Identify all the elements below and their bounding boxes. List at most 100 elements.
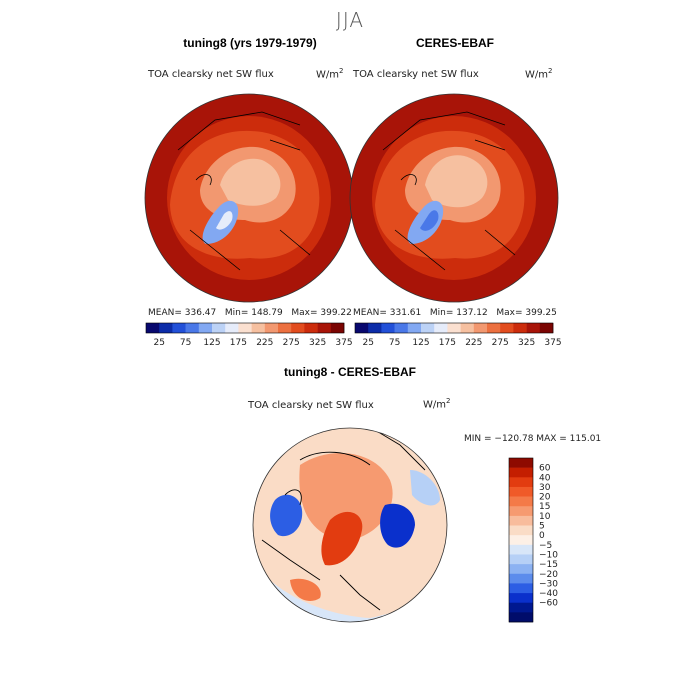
colorbar-diff-swatch (509, 593, 533, 604)
colorbar-obs-swatch (539, 323, 554, 333)
map-diff-region-east-cool (410, 470, 440, 506)
colorbar-obs-tick-label: 175 (439, 338, 456, 348)
colorbar-obs: 25 75 125 175 225 275 325 375 (354, 322, 562, 348)
map-model-region-icecap (220, 158, 281, 206)
colorbar-obs-swatch (500, 323, 514, 333)
stats-model: MEAN= 336.47 Min= 148.79 Max= 399.22 (148, 308, 352, 318)
panel-units-obs: W/m2 (525, 67, 553, 81)
colorbar-diff-swatch (509, 486, 533, 497)
colorbar-obs-tick-label: 75 (389, 338, 400, 348)
diff-panel-variable: TOA clearsky net SW flux (248, 400, 374, 411)
colorbar-obs-tick-label: 325 (518, 338, 535, 348)
colorbar-diff-tick-label: −40 (539, 589, 558, 599)
colorbar-obs-swatch (460, 323, 475, 333)
colorbar-diff-tick-label: −20 (539, 570, 558, 580)
colorbar-model-swatch (278, 323, 292, 333)
colorbar-diff-swatch (509, 544, 533, 555)
map-obs-coastlines (382, 111, 516, 271)
colorbar-obs-swatch (381, 323, 395, 333)
colorbar-model-tick-label: 375 (335, 338, 352, 348)
colorbar-model-swatch (225, 323, 239, 333)
stats-obs: MEAN= 331.61 Min= 137.12 Max= 399.25 (353, 308, 557, 318)
colorbar-obs-swatch (407, 323, 422, 333)
colorbar-obs-swatch (526, 323, 541, 333)
colorbar-obs-tick-label: 25 (362, 338, 373, 348)
colorbar-model-swatch (251, 323, 266, 333)
colorbar-diff-tick-label: 20 (539, 493, 551, 503)
colorbar-obs-swatch (447, 323, 461, 333)
colorbar-diff-tick-label: −5 (539, 541, 552, 551)
colorbar-model-swatch (198, 323, 213, 333)
panel-variable-model: TOA clearsky net SW flux (148, 69, 274, 80)
colorbar-diff-swatch (509, 525, 533, 536)
colorbar-obs-tick-label: 125 (412, 338, 429, 348)
colorbar-diff-swatch (509, 612, 533, 623)
colorbar-diff-swatch (509, 535, 533, 546)
colorbar-obs-swatch (473, 323, 488, 333)
colorbar-diff-swatch (509, 467, 533, 478)
diff-panel-title: tuning8 - CERES-EBAF (284, 365, 416, 379)
panel-variable-obs: TOA clearsky net SW flux (353, 69, 479, 80)
colorbar-model-tick-label: 275 (283, 338, 300, 348)
colorbar-diff-tick-label: 40 (539, 473, 551, 483)
colorbar-model-tick-label: 75 (180, 338, 191, 348)
colorbar-diff-tick-label: −15 (539, 560, 558, 570)
panel-title-model: tuning8 (yrs 1979-1979) (183, 36, 317, 50)
diff-panel-units: W/m2 (423, 397, 451, 411)
colorbar-diff-tick-label: −30 (539, 579, 558, 589)
colorbar-obs-tick-label: 275 (492, 338, 509, 348)
colorbar-model-swatch (185, 323, 200, 333)
colorbar-diff-tick-label: 0 (539, 531, 545, 541)
colorbar-model-tick-label: 125 (203, 338, 220, 348)
colorbar-diff-swatch (509, 554, 533, 565)
colorbar-diff-tick-label: 10 (539, 512, 551, 522)
colorbar-model-swatch (172, 323, 186, 333)
map-model (145, 94, 353, 302)
colorbar-model-tick-label: 175 (230, 338, 247, 348)
colorbar-diff-swatch (509, 602, 533, 613)
map-diff-region-east-cold (380, 503, 415, 548)
colorbar-obs-swatch (355, 323, 369, 333)
map-diff-region-greenland-warm (321, 511, 363, 566)
colorbar-model-swatch (159, 323, 173, 333)
colorbar-diff-tick-label: 60 (539, 464, 551, 474)
map-diff-region-central-warm (299, 453, 393, 540)
colorbar-diff-swatch (509, 506, 533, 517)
colorbar-model-swatch (291, 323, 305, 333)
colorbar-model-tick-label: 325 (309, 338, 326, 348)
colorbar-obs-swatch (513, 323, 527, 333)
panel-title-obs: CERES-EBAF (415, 36, 494, 50)
colorbar-model-tick-label: 225 (256, 338, 273, 348)
colorbar-model-tick-label: 25 (153, 338, 164, 348)
colorbar-obs-swatch (487, 323, 501, 333)
colorbar-diff-swatch (509, 458, 533, 468)
map-diff-coastlines (261, 429, 426, 611)
colorbar-diff-tick-label: −60 (539, 599, 558, 609)
map-diff-region-west-cold (270, 494, 303, 537)
colorbar-diff-tick-label: 5 (539, 522, 545, 532)
map-obs-region-icecap (425, 155, 488, 208)
colorbar-diff-swatch (509, 564, 533, 575)
colorbar-diff-tick-label: −10 (539, 550, 558, 560)
colorbar-obs-tick-label: 225 (465, 338, 482, 348)
colorbar-obs-swatch (421, 323, 435, 333)
map-model-greenland-summit (216, 211, 233, 230)
colorbar-model-swatch (264, 323, 279, 333)
colorbar-obs-swatch (434, 323, 448, 333)
diff-min-max: MIN = −120.78 MAX = 115.01 (464, 434, 602, 444)
colorbar-model-swatch (317, 323, 332, 333)
map-obs-greenland-summit (420, 210, 439, 231)
colorbar-model-swatch (212, 323, 226, 333)
colorbar-model-swatch (146, 323, 160, 333)
colorbar-diff-swatch (509, 583, 533, 594)
colorbar-diff-tick-label: 15 (539, 502, 550, 512)
colorbar-model-swatch (238, 323, 252, 333)
colorbar-diff-swatch (509, 477, 533, 488)
map-diff-region-sw-warm (290, 578, 321, 601)
colorbar-model: 25 75 125 175 225 275 325 375 (145, 322, 353, 348)
season-title: JJA (335, 8, 365, 32)
colorbar-model-swatch (304, 323, 318, 333)
map-diff (253, 428, 447, 622)
